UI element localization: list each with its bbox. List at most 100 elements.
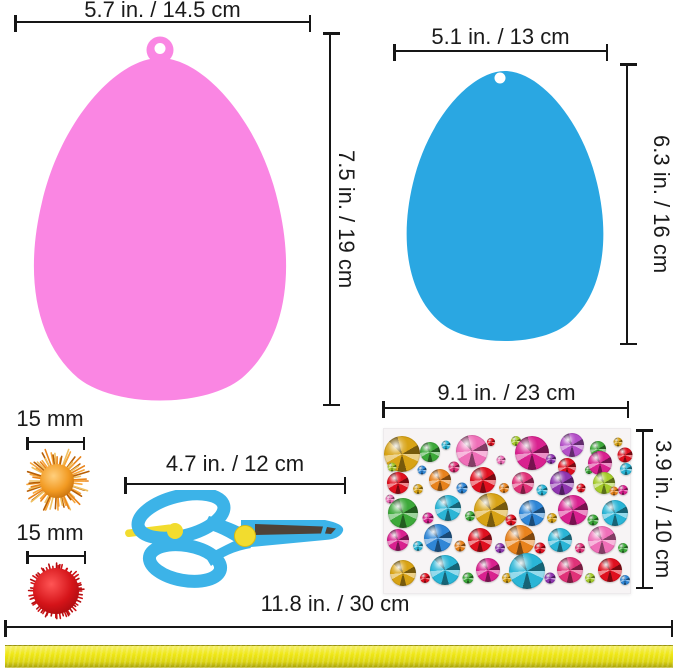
gem-sheet-height-label: 3.9 in. / 10 cm bbox=[651, 439, 676, 579]
gem-sticker bbox=[511, 436, 521, 446]
pink-egg-hanger-hole bbox=[154, 43, 166, 54]
gem-sticker bbox=[558, 495, 588, 525]
gem-sticker bbox=[429, 469, 451, 491]
ribbon-length-label: 11.8 in. / 30 cm bbox=[260, 591, 410, 616]
gem-sticker bbox=[468, 528, 492, 552]
scissors-top-handle bbox=[131, 490, 231, 545]
gem-sticker bbox=[585, 466, 593, 474]
gem-sticker bbox=[413, 484, 423, 494]
gem-sticker bbox=[496, 455, 506, 465]
orange-pompom-size-line bbox=[26, 436, 85, 450]
scissors-blade-tip bbox=[325, 527, 336, 534]
gem-sticker bbox=[420, 573, 430, 583]
gem-sheet-stickers bbox=[383, 428, 633, 594]
pink-egg-width-label: 5.7 in. / 14.5 cm bbox=[84, 0, 241, 22]
gem-sticker bbox=[474, 493, 508, 527]
gem-sticker bbox=[557, 557, 583, 583]
gem-sticker bbox=[495, 543, 505, 553]
gem-sticker bbox=[585, 573, 595, 583]
ribbon-length-line bbox=[4, 619, 673, 637]
gem-sticker bbox=[515, 436, 549, 470]
gem-sticker bbox=[441, 440, 451, 450]
gem-sticker bbox=[387, 462, 397, 472]
gem-sticker bbox=[512, 472, 534, 494]
scissors-pivot bbox=[234, 525, 256, 547]
gem-sheet-width-line bbox=[382, 400, 629, 418]
gem-sheet-height-line bbox=[635, 429, 653, 589]
gem-sticker bbox=[613, 437, 623, 447]
blue-egg-hole bbox=[494, 72, 506, 84]
blue-egg-width-line bbox=[393, 43, 608, 61]
red-pompom-size-line bbox=[26, 550, 86, 564]
red-pompom bbox=[27, 562, 85, 620]
pink-egg-shape bbox=[33, 36, 287, 401]
gem-sticker bbox=[536, 484, 548, 496]
gem-sticker bbox=[618, 485, 628, 495]
gem-sticker bbox=[454, 540, 466, 552]
gem-sticker bbox=[620, 575, 630, 585]
blue-egg-body bbox=[406, 71, 604, 341]
gem-sticker bbox=[456, 435, 488, 467]
gem-sheet-width-label: 9.1 in. / 23 cm bbox=[437, 380, 576, 405]
gem-sticker bbox=[560, 433, 584, 457]
gem-sticker bbox=[417, 465, 427, 475]
gem-sticker bbox=[509, 553, 545, 589]
gem-sticker bbox=[435, 495, 461, 521]
gem-sticker bbox=[424, 524, 452, 552]
pink-egg-body bbox=[33, 58, 287, 401]
gem-sticker bbox=[519, 500, 545, 526]
blue-egg-shape bbox=[406, 71, 604, 341]
gem-sticker bbox=[448, 461, 460, 473]
blue-egg-height-line bbox=[619, 63, 637, 345]
gem-sticker bbox=[575, 543, 585, 553]
gem-sticker bbox=[462, 572, 474, 584]
gem-sticker bbox=[413, 541, 423, 551]
gem-sticker bbox=[546, 454, 556, 464]
blue-egg-height-label: 6.3 in. / 16 cm bbox=[649, 134, 674, 274]
gem-sticker bbox=[617, 447, 633, 463]
gem-sticker bbox=[505, 514, 517, 526]
gem-sticker bbox=[499, 483, 509, 493]
pink-egg-width-line bbox=[14, 14, 311, 32]
gem-sticker bbox=[390, 560, 416, 586]
yellow-ribbon bbox=[5, 645, 673, 668]
scissors-spring-button bbox=[167, 523, 183, 539]
gem-sticker bbox=[602, 500, 628, 526]
gem-sticker bbox=[420, 442, 440, 462]
gem-sticker bbox=[588, 526, 616, 554]
gem-sticker bbox=[547, 513, 557, 523]
gem-sticker bbox=[387, 529, 409, 551]
gem-sticker bbox=[387, 472, 409, 494]
gem-sticker bbox=[550, 471, 574, 495]
pink-egg-height-label: 7.5 in. / 19 cm bbox=[334, 149, 359, 289]
pink-egg-height-line bbox=[322, 32, 340, 406]
gem-sticker bbox=[548, 528, 572, 552]
scissors-bottom-handle bbox=[142, 538, 228, 588]
gem-sticker bbox=[587, 514, 599, 526]
scissors-length-label: 4.7 in. / 12 cm bbox=[165, 451, 305, 476]
orange-pompom-size-label: 15 mm bbox=[16, 406, 84, 431]
red-pompom-size-label: 15 mm bbox=[16, 520, 84, 545]
gem-sticker bbox=[505, 525, 535, 555]
gem-sticker bbox=[430, 555, 460, 585]
gem-sticker bbox=[598, 558, 622, 582]
gem-sticker bbox=[544, 572, 556, 584]
gem-sticker bbox=[456, 482, 468, 494]
gem-sticker bbox=[487, 438, 495, 446]
scissors-length-line bbox=[124, 476, 346, 494]
gem-sticker bbox=[422, 512, 434, 524]
gem-sticker bbox=[618, 543, 628, 553]
gem-sticker bbox=[620, 463, 632, 475]
scissors-blade bbox=[255, 524, 323, 535]
gem-sticker bbox=[465, 511, 475, 521]
blue-egg-width-label: 5.1 in. / 13 cm bbox=[431, 24, 570, 49]
gem-sticker bbox=[502, 573, 512, 583]
orange-pompom bbox=[26, 448, 90, 511]
gem-sticker bbox=[470, 467, 496, 493]
gem-sticker bbox=[534, 542, 546, 554]
gem-sticker bbox=[385, 494, 395, 504]
gem-sticker bbox=[388, 498, 418, 528]
gem-sticker bbox=[576, 483, 586, 493]
gem-sticker bbox=[609, 486, 619, 496]
